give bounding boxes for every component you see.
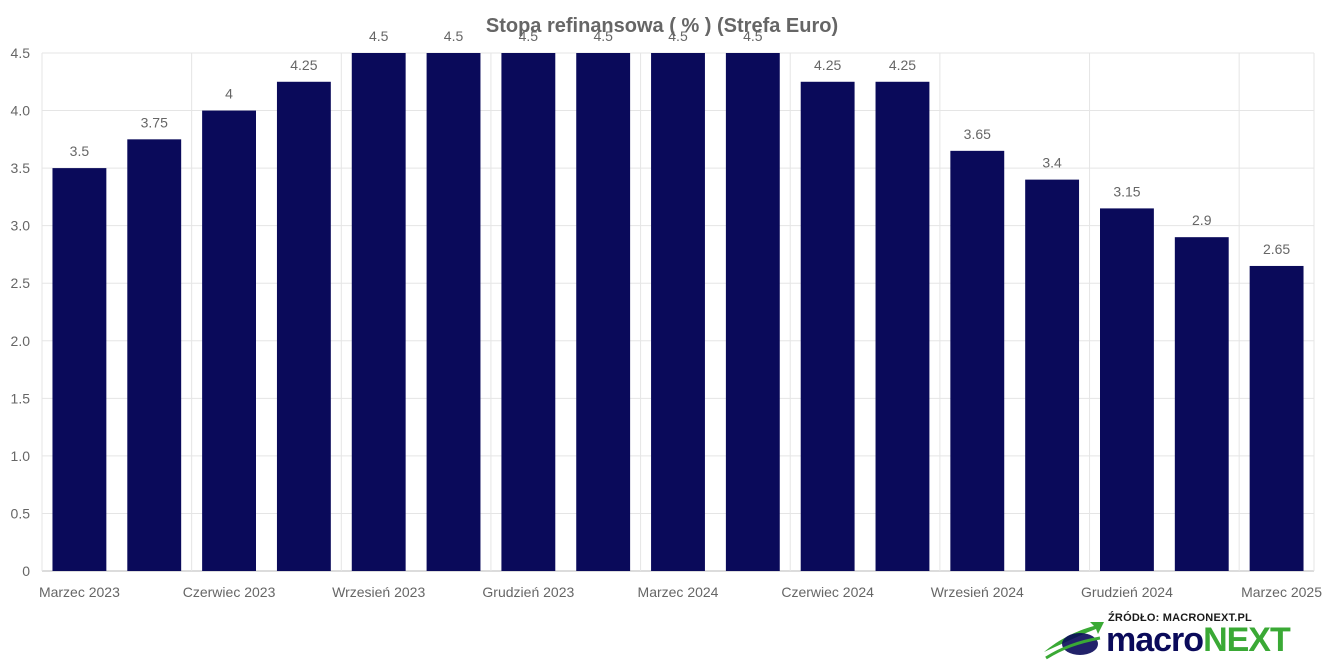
data-label: 4.5 [593,28,613,44]
x-axis-ticks: Marzec 2023 Czerwiec 2023 Wrzesień 2023 Gru… [39,584,1322,600]
data-label: 2.9 [1192,212,1212,228]
data-label: 3.4 [1042,155,1062,171]
y-tick-label: 4.0 [11,103,31,119]
macronext-logo: macroNEXT [1106,621,1291,659]
data-label: 3.65 [964,126,991,142]
data-label: 4.5 [743,28,763,44]
logo-text-macro: macro [1106,621,1204,659]
y-tick-label: 0.5 [11,505,31,521]
x-tick-label: Marzec 2024 [638,584,719,600]
x-tick-label: Marzec 2025 [1241,584,1322,600]
y-axis-ticks: 0 0.5 1.0 1.5 2.0 2.5 3.0 3.5 4.0 4.5 [11,45,31,579]
y-tick-label: 3.5 [11,160,31,176]
data-label: 2.65 [1263,241,1290,257]
source-label: ŹRÓDŁO: MACRONEXT.PL [1108,612,1252,624]
y-tick-label: 0 [22,563,30,579]
bar [651,53,705,571]
bar [800,81,855,572]
y-tick-label: 4.5 [11,45,31,61]
bar [501,53,556,571]
data-label: 4 [225,86,233,102]
y-tick-label: 1.0 [11,448,31,464]
data-label: 4.5 [369,28,389,44]
bar [576,53,631,571]
y-tick-label: 2.5 [11,275,31,291]
bar [127,139,182,572]
data-label: 4.25 [889,57,916,73]
data-label: 4.5 [519,28,539,44]
macronext-logo-icon [1044,622,1104,660]
x-tick-label: Grudzień 2023 [482,584,574,600]
y-tick-label: 1.5 [11,390,31,406]
data-label: 3.75 [141,114,168,130]
data-label: 4.25 [814,57,841,73]
bar [426,53,481,571]
bar [1100,208,1154,571]
bar [351,53,406,571]
bars [52,53,1304,572]
bar [725,53,780,571]
bar [202,110,256,572]
x-tick-label: Czerwiec 2024 [781,584,874,600]
bar [1249,265,1304,571]
data-label: 3.15 [1113,183,1140,199]
chart-title: Stopa refinansowa ( % ) (Strefa Euro) [486,15,838,37]
y-tick-label: 2.0 [11,333,31,349]
logo-text-next: NEXT [1203,621,1291,659]
bar [1025,179,1080,571]
data-label: 4.25 [290,57,317,73]
x-tick-label: Czerwiec 2023 [183,584,276,600]
x-tick-label: Grudzień 2024 [1081,584,1173,600]
data-labels: 3.5 3.75 4 4.25 4.5 4.5 4.5 4.5 4.5 4.5 4.25 4.25 3.… [70,28,1291,257]
bar [276,81,331,572]
data-label: 4.5 [444,28,464,44]
x-tick-label: Marzec 2023 [39,584,120,600]
x-tick-label: Wrzesień 2023 [332,584,425,600]
bar [950,150,1005,571]
x-tick-label: Wrzesień 2024 [931,584,1024,600]
bar [875,81,930,572]
y-tick-label: 3.0 [11,218,31,234]
bar [1174,237,1229,571]
data-label: 4.5 [668,28,688,44]
data-label: 3.5 [70,143,90,159]
bar [52,168,107,571]
